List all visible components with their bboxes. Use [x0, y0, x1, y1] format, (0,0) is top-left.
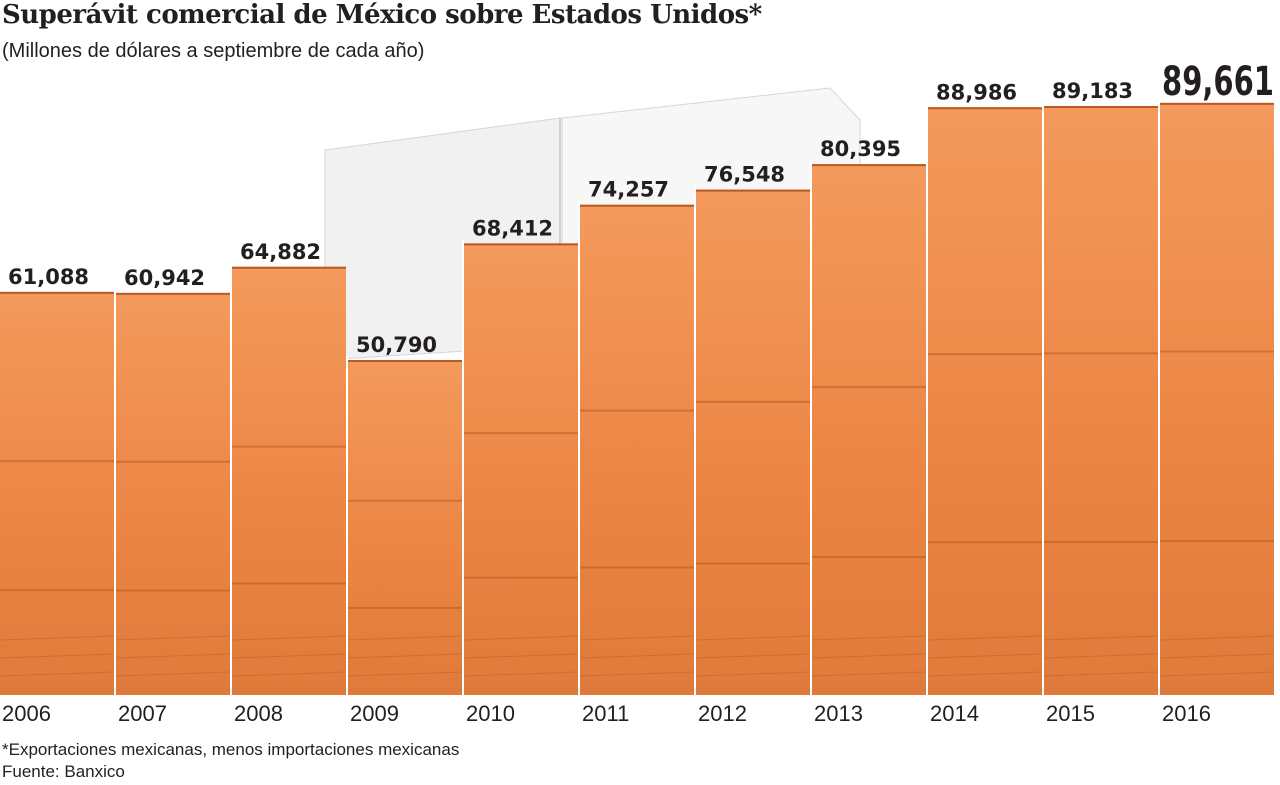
x-tick-2015: 2015 — [1046, 701, 1095, 726]
floor-plank — [231, 653, 347, 659]
x-tick-2008: 2008 — [234, 701, 283, 726]
value-label-2013: 80,395 — [820, 137, 901, 161]
value-label-2014: 88,986 — [936, 80, 1017, 104]
floor-plank — [463, 635, 579, 641]
bar-2013 — [810, 160, 927, 696]
bar-fill — [0, 291, 114, 695]
value-labels-group: 61,088 60,942 64,882 50,790 68,412 74,257 76,5… — [8, 59, 1274, 357]
value-label-2006: 61,088 — [8, 265, 89, 289]
bar-fill — [116, 292, 230, 695]
bar-2006 — [0, 291, 115, 695]
bar-fill — [928, 107, 1042, 695]
floor-plank — [695, 671, 811, 677]
bar-2010 — [462, 239, 579, 695]
floor-plank — [927, 671, 1043, 677]
bar-2011 — [578, 200, 695, 696]
floor-plank — [1159, 671, 1275, 677]
bar-2012 — [694, 185, 811, 695]
floor-plank — [927, 653, 1043, 659]
x-tick-2013: 2013 — [814, 701, 863, 726]
bar-2015 — [1042, 102, 1159, 695]
floor-plank — [463, 653, 579, 659]
floor-plank — [0, 653, 115, 659]
floor-plank — [579, 671, 695, 677]
source-note: Fuente: Banxico — [2, 762, 125, 781]
value-label-2011: 74,257 — [588, 178, 669, 202]
floor-plank — [115, 635, 231, 641]
x-tick-labels-group: 2006 2007 2008 2009 2010 2011 2012 2013 2014 2015… — [2, 701, 1211, 726]
value-label-2009: 50,790 — [356, 333, 437, 357]
footnote: *Exportaciones mexicanas, menos importac… — [2, 740, 460, 759]
chart-subtitle: (Millones de dólares a septiembre de cad… — [2, 40, 425, 62]
floor-plank — [0, 671, 115, 677]
x-tick-2010: 2010 — [466, 701, 515, 726]
x-tick-2007: 2007 — [118, 701, 167, 726]
floor-plank — [347, 653, 463, 659]
floor-plank — [579, 635, 695, 641]
floor-plank — [1043, 671, 1159, 677]
x-tick-2009: 2009 — [350, 701, 399, 726]
bar-2014 — [926, 103, 1043, 695]
bar-fill — [1160, 102, 1274, 696]
value-label-2007: 60,942 — [124, 266, 205, 290]
floor-plank — [0, 635, 115, 641]
floor-plank — [115, 671, 231, 677]
bar-fill — [464, 243, 578, 695]
floor-plank — [811, 671, 927, 677]
x-tick-2012: 2012 — [698, 701, 747, 726]
floor-plank — [115, 653, 231, 659]
bar-2007 — [114, 288, 231, 695]
x-tick-2016: 2016 — [1162, 701, 1211, 726]
floor-plank — [927, 635, 1043, 641]
bar-fill — [1044, 106, 1158, 695]
value-label-2015: 89,183 — [1052, 79, 1133, 103]
floor-plank — [695, 635, 811, 641]
chart-title: Superávit comercial de México sobre Esta… — [2, 0, 762, 30]
bar-2008 — [230, 262, 347, 695]
bar-fill — [812, 164, 926, 696]
floor-plank — [695, 653, 811, 659]
bar-2009 — [346, 356, 463, 695]
value-label-2016: 89,661 — [1162, 59, 1274, 105]
floor-plank — [231, 635, 347, 641]
value-label-2010: 68,412 — [472, 216, 553, 240]
value-label-2008: 64,882 — [240, 240, 321, 264]
bar-fill — [348, 360, 462, 695]
bar-2016 — [1158, 98, 1275, 696]
floor-plank — [579, 653, 695, 659]
value-label-2012: 76,548 — [704, 163, 785, 187]
floor-plank — [1159, 635, 1275, 641]
floor-plank — [1159, 653, 1275, 659]
floor-plank — [1043, 653, 1159, 659]
floor-plank — [347, 635, 463, 641]
floor-plank — [1043, 635, 1159, 641]
bars-group — [0, 98, 1275, 696]
x-tick-2014: 2014 — [930, 701, 979, 726]
bar-fill — [696, 189, 810, 695]
floor-plank — [347, 671, 463, 677]
floor-plank — [811, 653, 927, 659]
x-tick-2011: 2011 — [582, 701, 629, 726]
floor-plank — [463, 671, 579, 677]
floor-plank — [231, 671, 347, 677]
bar-fill — [580, 204, 694, 696]
floor-plank — [811, 635, 927, 641]
x-tick-2006: 2006 — [2, 701, 51, 726]
bar-fill — [232, 266, 346, 695]
